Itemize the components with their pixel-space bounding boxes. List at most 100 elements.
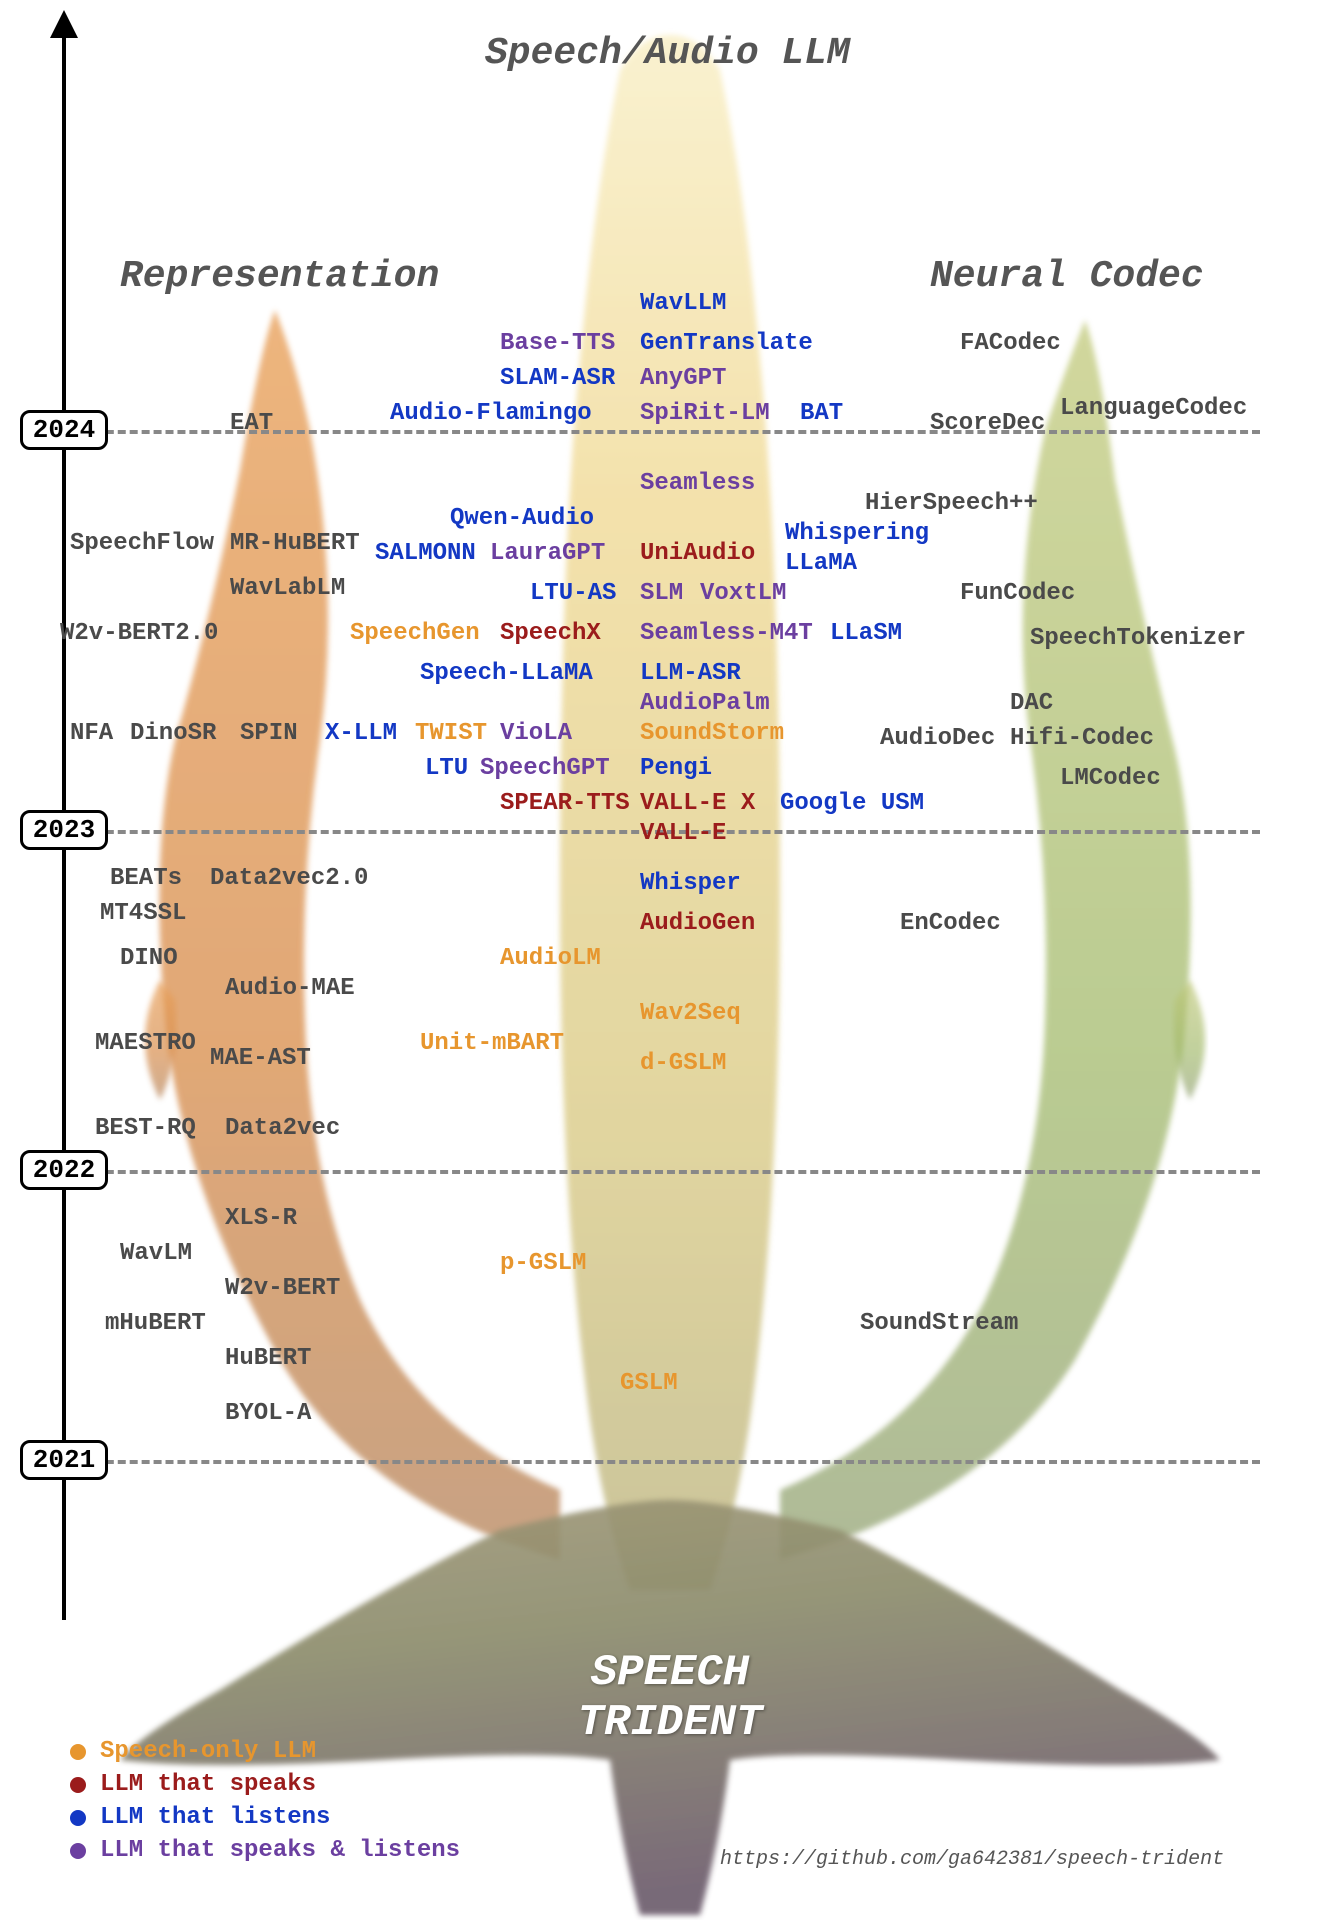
model-label: DINO	[120, 945, 178, 972]
legend: Speech-only LLM LLM that speaks LLM that l…	[70, 1738, 460, 1870]
model-label: GenTranslate	[640, 330, 813, 357]
model-label: FACodec	[960, 330, 1061, 357]
model-label: HierSpeech++	[865, 490, 1038, 517]
legend-item: LLM that speaks	[70, 1771, 460, 1798]
model-label: DAC	[1010, 690, 1053, 717]
model-label: d-GSLM	[640, 1050, 726, 1077]
year-label: 2024	[20, 410, 108, 450]
legend-dot-icon	[70, 1777, 86, 1793]
model-label: Base-TTS	[500, 330, 615, 357]
axis-arrow-icon	[50, 10, 78, 38]
model-label: Whispering	[785, 520, 929, 547]
model-label: FunCodec	[960, 580, 1075, 607]
model-label: SpeechGPT	[480, 755, 610, 782]
model-label: AudioDec	[880, 725, 995, 752]
model-label: VALL-E	[640, 820, 726, 847]
legend-dot-icon	[70, 1843, 86, 1859]
model-label: Speech-LLaMA	[420, 660, 593, 687]
trident-title: SPEECH TRIDENT	[520, 1648, 820, 1748]
model-label: SALMONN	[375, 540, 476, 567]
model-label: XLS-R	[225, 1205, 297, 1232]
model-label: Hifi-Codec	[1010, 725, 1154, 752]
column-title-representation: Representation	[120, 255, 439, 298]
model-label: Data2vec	[225, 1115, 340, 1142]
model-label: Unit-mBART	[420, 1030, 564, 1057]
model-label: BEATs	[110, 865, 182, 892]
model-label: SLAM-ASR	[500, 365, 615, 392]
year-label: 2023	[20, 810, 108, 850]
model-label: SPEAR-TTS	[500, 790, 630, 817]
legend-dot-icon	[70, 1810, 86, 1826]
model-label: SLM	[640, 580, 683, 607]
column-title-speech_audio_llm: Speech/Audio LLM	[485, 32, 850, 75]
model-label: Pengi	[640, 755, 712, 782]
model-label: X-LLM	[325, 720, 397, 747]
model-label: LLaMA	[785, 550, 857, 577]
legend-dot-icon	[70, 1744, 86, 1760]
model-label: Seamless	[640, 470, 755, 497]
model-label: SoundStorm	[640, 720, 784, 747]
model-label: SPIN	[240, 720, 298, 747]
model-label: WavLabLM	[230, 575, 345, 602]
model-label: LauraGPT	[490, 540, 605, 567]
model-label: HuBERT	[225, 1345, 311, 1372]
model-label: LanguageCodec	[1060, 395, 1247, 422]
model-label: SpeechTokenizer	[1030, 625, 1246, 652]
model-label: Audio-MAE	[225, 975, 355, 1002]
model-label: SpeechFlow	[70, 530, 214, 557]
model-label: AnyGPT	[640, 365, 726, 392]
model-label: WavLM	[120, 1240, 192, 1267]
model-label: NFA	[70, 720, 113, 747]
model-label: SoundStream	[860, 1310, 1018, 1337]
model-label: LTU-AS	[530, 580, 616, 607]
model-label: SpeechX	[500, 620, 601, 647]
model-label: TWIST	[415, 720, 487, 747]
model-label: LLaSM	[830, 620, 902, 647]
model-label: VioLA	[500, 720, 572, 747]
model-label: Audio-Flamingo	[390, 400, 592, 427]
legend-label: LLM that listens	[100, 1804, 330, 1831]
model-label: VoxtLM	[700, 580, 786, 607]
model-label: AudioLM	[500, 945, 601, 972]
year-label: 2021	[20, 1440, 108, 1480]
model-label: MAESTRO	[95, 1030, 196, 1057]
model-label: LTU	[425, 755, 468, 782]
model-label: Qwen-Audio	[450, 505, 594, 532]
model-label: MAE-AST	[210, 1045, 311, 1072]
legend-item: LLM that listens	[70, 1804, 460, 1831]
model-label: AudioGen	[640, 910, 755, 937]
year-label: 2022	[20, 1150, 108, 1190]
model-label: VALL-E X	[640, 790, 755, 817]
model-label: GSLM	[620, 1370, 678, 1397]
model-label: SpiRit-LM	[640, 400, 770, 427]
model-label: EnCodec	[900, 910, 1001, 937]
model-label: UniAudio	[640, 540, 755, 567]
model-label: LLM-ASR	[640, 660, 741, 687]
model-label: Seamless-M4T	[640, 620, 813, 647]
model-label: EAT	[230, 410, 273, 437]
model-label: AudioPalm	[640, 690, 770, 717]
trident-title-line1: SPEECH	[591, 1648, 749, 1698]
model-label: Google USM	[780, 790, 924, 817]
model-label: W2v-BERT2.0	[60, 620, 218, 647]
model-label: Wav2Seq	[640, 1000, 741, 1027]
model-label: MT4SSL	[100, 900, 186, 927]
model-label: BYOL-A	[225, 1400, 311, 1427]
legend-item: LLM that speaks & listens	[70, 1837, 460, 1864]
year-gridline	[70, 1460, 1260, 1464]
model-label: ScoreDec	[930, 410, 1045, 437]
footer-url: https://github.com/ga642381/speech-tride…	[720, 1848, 1224, 1871]
model-label: MR-HuBERT	[230, 530, 360, 557]
model-label: SpeechGen	[350, 620, 480, 647]
model-label: WavLLM	[640, 290, 726, 317]
trident-title-line2: TRIDENT	[578, 1698, 763, 1748]
model-label: BEST-RQ	[95, 1115, 196, 1142]
model-label: BAT	[800, 400, 843, 427]
model-label: p-GSLM	[500, 1250, 586, 1277]
year-gridline	[70, 1170, 1260, 1174]
legend-label: Speech-only LLM	[100, 1738, 316, 1765]
model-label: W2v-BERT	[225, 1275, 340, 1302]
model-label: Whisper	[640, 870, 741, 897]
column-title-neural_codec: Neural Codec	[930, 255, 1204, 298]
model-label: Data2vec2.0	[210, 865, 368, 892]
